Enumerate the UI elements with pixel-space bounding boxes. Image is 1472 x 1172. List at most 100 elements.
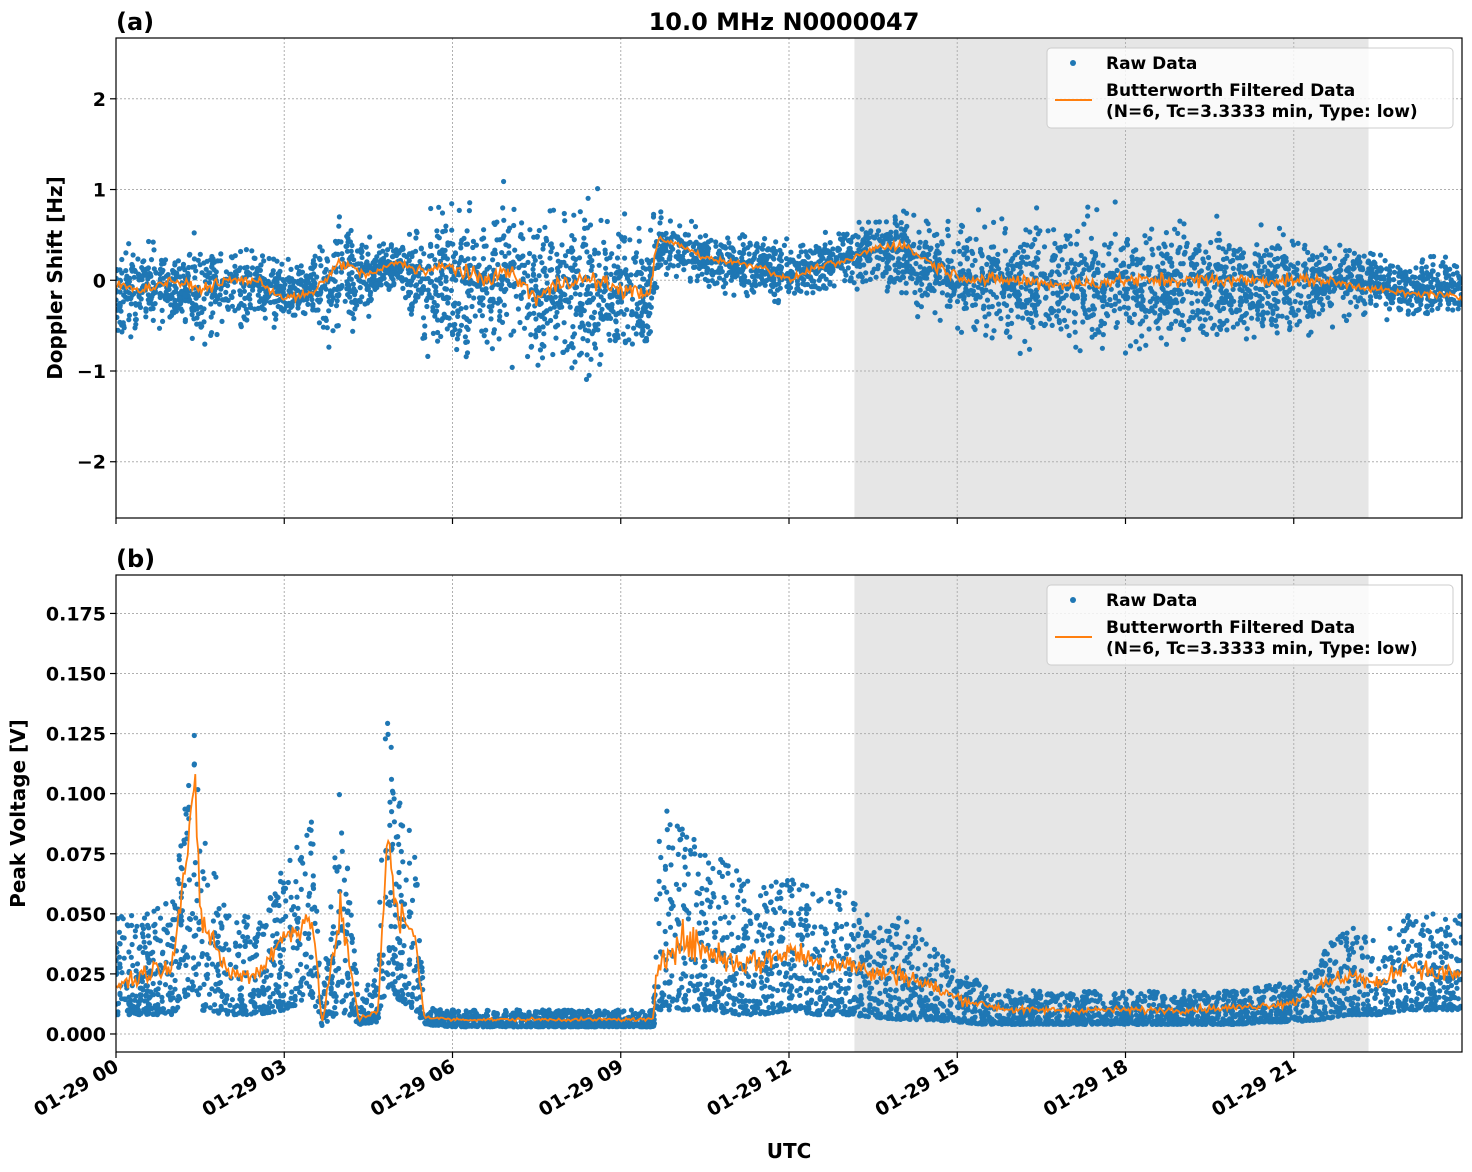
y-axis-label: Doppler Shift [Hz] <box>43 176 67 380</box>
raw-data-point <box>633 254 639 260</box>
raw-data-point <box>1006 293 1013 299</box>
raw-data-point <box>1236 263 1243 269</box>
raw-data-point <box>595 250 602 256</box>
raw-data-point <box>1054 269 1060 275</box>
raw-data-point <box>554 251 560 257</box>
raw-data-point <box>1112 273 1118 279</box>
raw-data-point <box>385 282 391 288</box>
raw-data-point <box>180 261 187 267</box>
raw-data-point <box>1295 240 1301 246</box>
raw-data-point <box>1077 348 1083 354</box>
raw-data-point <box>339 251 345 257</box>
raw-data-point <box>324 256 330 262</box>
raw-data-point <box>1155 325 1161 331</box>
raw-data-point <box>945 292 951 298</box>
raw-data-point <box>1360 298 1366 304</box>
raw-data-point <box>298 277 304 283</box>
raw-data-point <box>362 301 368 307</box>
raw-data-point <box>646 279 652 285</box>
raw-data-point <box>1126 318 1132 324</box>
raw-data-point <box>1195 298 1201 304</box>
raw-data-point <box>338 239 344 245</box>
raw-data-point <box>561 210 567 217</box>
raw-data-point <box>836 231 842 237</box>
raw-data-point <box>1351 250 1357 256</box>
raw-data-point <box>443 274 449 280</box>
raw-data-point <box>1187 255 1193 261</box>
raw-data-point <box>172 283 178 289</box>
raw-data-point <box>198 324 204 330</box>
raw-data-point <box>670 246 676 252</box>
raw-data-point <box>1090 260 1096 266</box>
raw-data-point <box>1294 322 1300 328</box>
raw-data-point <box>973 236 979 242</box>
raw-data-point <box>855 273 862 279</box>
raw-data-point <box>359 242 365 248</box>
raw-data-point <box>378 282 384 288</box>
raw-data-point <box>408 311 414 317</box>
raw-data-point <box>249 248 255 254</box>
raw-data-point <box>546 294 552 300</box>
raw-data-point <box>1396 270 1402 276</box>
raw-data-point <box>944 226 951 232</box>
raw-data-point <box>876 219 883 225</box>
raw-data-point <box>722 290 728 296</box>
raw-data-point <box>1377 294 1383 300</box>
raw-data-point <box>527 311 533 317</box>
raw-data-point <box>788 272 794 278</box>
raw-data-point <box>1049 322 1055 328</box>
raw-data-point <box>941 278 947 284</box>
raw-data-point <box>1283 265 1289 271</box>
raw-data-point <box>415 287 421 293</box>
raw-data-point <box>506 243 512 249</box>
raw-data-point <box>554 309 560 315</box>
raw-data-point <box>358 261 364 267</box>
raw-data-point <box>609 307 615 313</box>
raw-data-point <box>536 327 542 334</box>
raw-data-point <box>427 253 433 259</box>
raw-data-point <box>455 331 461 337</box>
raw-data-point <box>354 261 360 267</box>
raw-data-point <box>208 257 214 263</box>
raw-data-point <box>1320 307 1326 313</box>
raw-data-point <box>1096 294 1102 300</box>
raw-data-point <box>1409 302 1415 308</box>
raw-data-point <box>1005 262 1011 268</box>
raw-data-point <box>1450 307 1456 313</box>
raw-data-point <box>132 268 138 274</box>
raw-data-point <box>579 282 585 288</box>
raw-data-point <box>450 310 456 316</box>
raw-data-point <box>223 269 229 275</box>
raw-data-point <box>539 260 545 266</box>
raw-data-point <box>651 211 657 217</box>
raw-data-point <box>308 265 314 271</box>
raw-data-point <box>455 309 461 315</box>
raw-data-point <box>127 275 133 281</box>
raw-data-point <box>365 285 371 292</box>
raw-data-point <box>957 261 963 267</box>
raw-data-point <box>539 341 545 348</box>
raw-data-point <box>1147 299 1153 305</box>
raw-data-point <box>358 246 364 252</box>
raw-data-point <box>823 276 829 282</box>
raw-data-point <box>849 270 855 276</box>
raw-data-point <box>925 285 931 292</box>
raw-data-point <box>1357 259 1363 265</box>
raw-data-point <box>633 250 640 256</box>
raw-data-point <box>1428 284 1434 290</box>
raw-data-point <box>647 310 653 316</box>
raw-data-point <box>573 268 579 275</box>
raw-data-point <box>281 306 287 312</box>
raw-data-point <box>1364 269 1371 276</box>
raw-data-point <box>584 249 590 255</box>
raw-data-point <box>675 249 681 255</box>
raw-data-point <box>286 309 292 315</box>
raw-data-point <box>508 260 514 266</box>
raw-data-point <box>804 290 810 296</box>
raw-data-point <box>883 269 889 276</box>
raw-data-point <box>625 324 631 330</box>
raw-data-point <box>296 271 302 277</box>
raw-data-point <box>1224 255 1230 261</box>
raw-data-point <box>1135 288 1141 294</box>
x-tick-label: 01-29 03 <box>198 1055 290 1121</box>
